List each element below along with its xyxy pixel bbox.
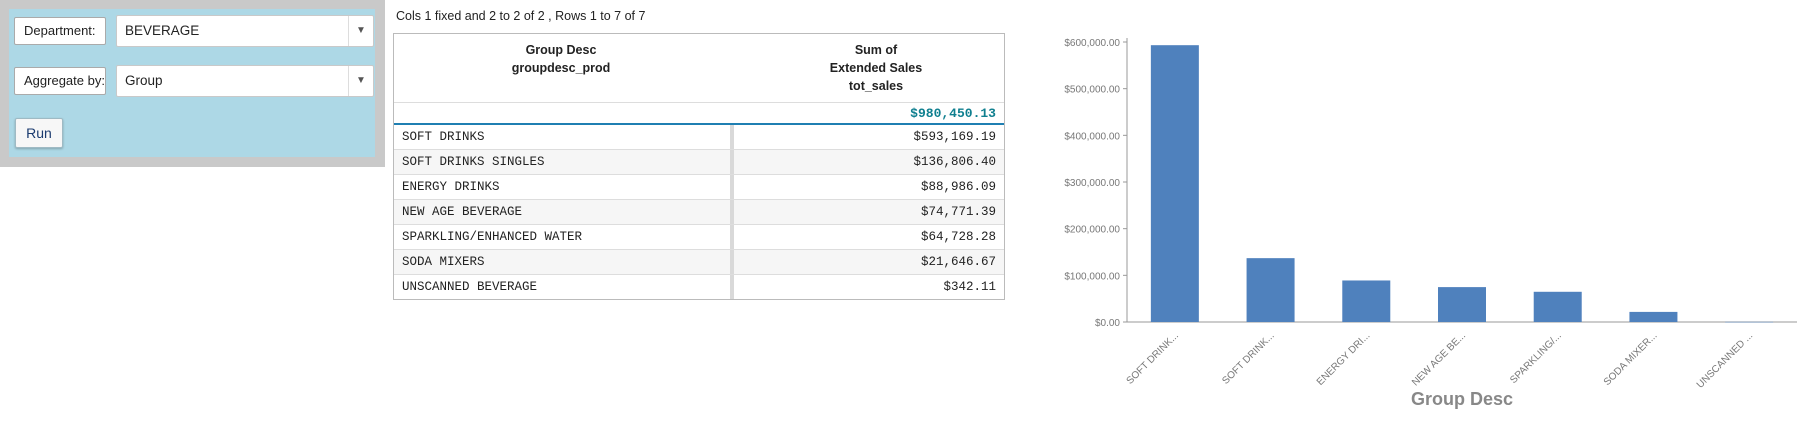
x-tick-label: SOFT DRINK... (1125, 330, 1181, 386)
y-tick-label: $400,000.00 (1064, 131, 1120, 142)
chevron-down-icon[interactable]: ▼ (348, 66, 373, 96)
table-info: Cols 1 fixed and 2 to 2 of 2 , Rows 1 to… (396, 9, 646, 23)
cell-group: SOFT DRINKS (394, 125, 734, 149)
data-table: Group Desc groupdesc_prod Sum of Extende… (393, 33, 1005, 300)
table-header: Group Desc groupdesc_prod Sum of Extende… (394, 34, 1004, 103)
y-tick-label: $500,000.00 (1064, 85, 1120, 96)
cell-sales: $74,771.39 (920, 205, 996, 219)
header-line: Sum of (854, 43, 898, 57)
bar (1725, 321, 1774, 323)
table-row[interactable]: SPARKLING/ENHANCED WATER $64,728.28 (394, 225, 1004, 250)
department-select-value: BEVERAGE (125, 23, 200, 38)
cell-sales: $64,728.28 (920, 230, 996, 244)
department-label: Department: (14, 17, 106, 45)
y-tick-label: $100,000.00 (1064, 271, 1120, 282)
bar (1533, 291, 1582, 322)
cell-group: NEW AGE BEVERAGE (394, 200, 734, 224)
filter-panel: Department: BEVERAGE ▼ Aggregate by: Gro… (9, 9, 375, 157)
bar (1629, 311, 1678, 322)
bar (1150, 45, 1199, 322)
x-tick-label: UNSCANNED ... (1695, 330, 1755, 390)
table-row[interactable]: SODA MIXERS $21,646.67 (394, 250, 1004, 275)
run-button[interactable]: Run (15, 118, 63, 148)
cell-sales: $593,169.19 (913, 130, 996, 144)
cell-group: SPARKLING/ENHANCED WATER (394, 225, 734, 249)
table-row[interactable]: NEW AGE BEVERAGE $74,771.39 (394, 200, 1004, 225)
x-tick-label: ENERGY DRI... (1315, 330, 1373, 388)
grand-total: $980,450.13 (394, 103, 1004, 125)
aggregate-select-value: Group (125, 73, 163, 88)
header-line: Group Desc (525, 43, 597, 57)
y-tick-label: $300,000.00 (1064, 178, 1120, 189)
x-tick-label: SODA MIXER... (1602, 330, 1660, 388)
cell-group: SODA MIXERS (394, 250, 734, 274)
table-row[interactable]: ENERGY DRINKS $88,986.09 (394, 175, 1004, 200)
x-axis-title: Group Desc (1411, 389, 1513, 409)
column-header-sales[interactable]: Sum of Extended Sales tot_sales (728, 34, 1004, 102)
cell-group: ENERGY DRINKS (394, 175, 734, 199)
chevron-down-icon[interactable]: ▼ (348, 16, 373, 46)
y-tick-label: $600,000.00 (1064, 38, 1120, 49)
header-line: Extended Sales (829, 61, 923, 75)
cell-group: UNSCANNED BEVERAGE (394, 275, 734, 299)
aggregate-select[interactable]: Group ▼ (116, 65, 374, 97)
sales-bar-chart: $0.00 $100,000.00 $200,000.00 $300,000.00 $4… (1064, 38, 1797, 409)
table-row[interactable]: UNSCANNED BEVERAGE $342.11 (394, 275, 1004, 299)
cell-sales: $21,646.67 (920, 255, 996, 269)
cell-sales: $88,986.09 (920, 180, 996, 194)
department-select[interactable]: BEVERAGE ▼ (116, 15, 374, 47)
cell-group: SOFT DRINKS SINGLES (394, 150, 734, 174)
y-tick-label: $200,000.00 (1064, 225, 1120, 236)
cell-sales: $342.11 (943, 280, 996, 294)
table-body: SOFT DRINKS $593,169.19 SOFT DRINKS SING… (394, 125, 1004, 299)
cell-sales: $136,806.40 (913, 155, 996, 169)
filter-panel-frame: Department: BEVERAGE ▼ Aggregate by: Gro… (0, 0, 385, 167)
table-row[interactable]: SOFT DRINKS $593,169.19 (394, 125, 1004, 150)
header-line: groupdesc_prod (511, 61, 611, 75)
x-tick-label: SPARKLING/... (1508, 330, 1564, 386)
bar (1246, 258, 1295, 322)
aggregate-label: Aggregate by: (14, 67, 106, 95)
bar (1342, 280, 1391, 322)
x-tick-label: SOFT DRINK... (1220, 330, 1276, 386)
y-tick-label: $0.00 (1095, 318, 1120, 329)
column-header-group-desc[interactable]: Group Desc groupdesc_prod (394, 34, 728, 102)
table-row[interactable]: SOFT DRINKS SINGLES $136,806.40 (394, 150, 1004, 175)
bar (1438, 287, 1486, 322)
x-tick-label: NEW AGE BE... (1410, 330, 1468, 388)
header-line: tot_sales (848, 79, 904, 93)
